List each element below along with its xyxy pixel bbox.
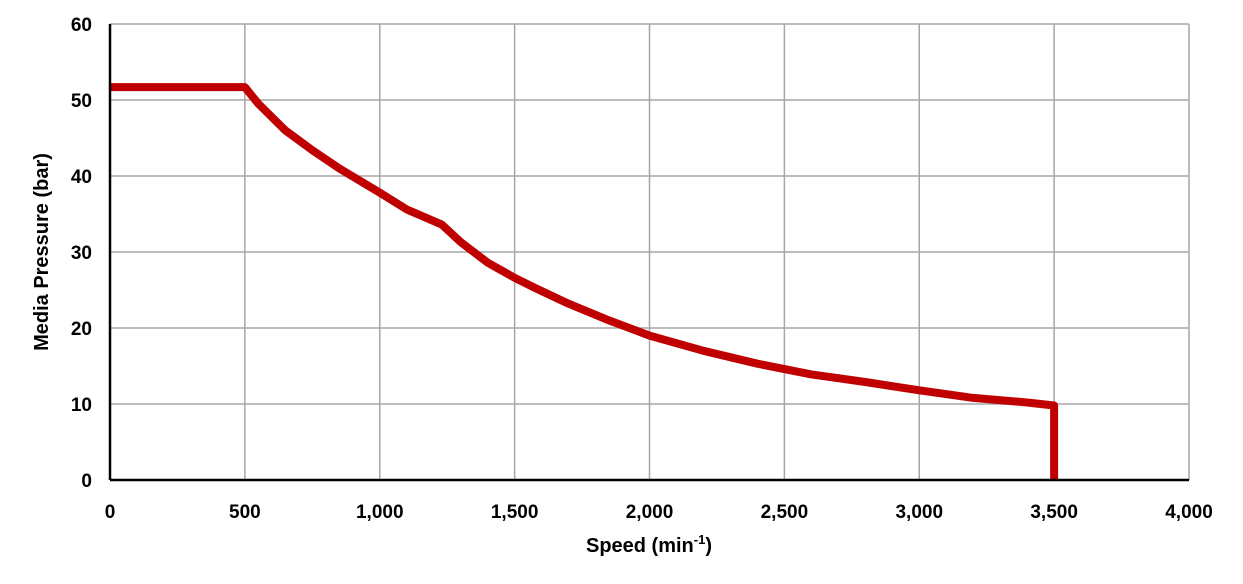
series-layer bbox=[110, 83, 1059, 480]
y-tick-label: 50 bbox=[71, 91, 92, 112]
x-tick-label: 3,000 bbox=[895, 502, 943, 523]
x-tick-label: 4,000 bbox=[1165, 502, 1213, 523]
x-axis-title-superscript: -1 bbox=[694, 532, 706, 547]
x-tick-label: 3,500 bbox=[1030, 502, 1078, 523]
series-line bbox=[110, 83, 1059, 480]
tick-labels: 0 500 1,000 1,500 2,000 2,500 3,000 3,500 4,000 0… bbox=[71, 15, 1213, 523]
x-axis-title-text: Speed (min bbox=[586, 535, 694, 557]
y-tick-label: 0 bbox=[81, 471, 92, 492]
x-axis-title-suffix: ) bbox=[705, 535, 712, 557]
y-tick-label: 30 bbox=[71, 243, 92, 264]
y-tick-label: 40 bbox=[71, 167, 92, 188]
y-tick-label: 10 bbox=[71, 395, 92, 416]
x-tick-label: 500 bbox=[229, 502, 261, 523]
x-tick-label: 2,500 bbox=[761, 502, 809, 523]
y-axis-title: Media Pressure (bar) bbox=[31, 153, 53, 351]
y-tick-label: 60 bbox=[71, 15, 92, 36]
axes bbox=[108, 24, 1189, 482]
x-tick-label: 1,000 bbox=[356, 502, 404, 523]
x-tick-label: 1,500 bbox=[491, 502, 539, 523]
x-tick-label: 0 bbox=[105, 502, 116, 523]
x-axis-title: Speed (min-1) bbox=[586, 532, 712, 557]
x-tick-label: 2,000 bbox=[626, 502, 674, 523]
grid-lines bbox=[110, 23, 1190, 480]
y-tick-label: 20 bbox=[71, 319, 92, 340]
